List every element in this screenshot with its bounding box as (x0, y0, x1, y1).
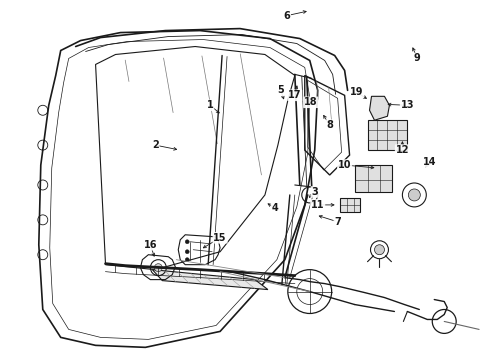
Text: 12: 12 (395, 145, 409, 155)
Text: 5: 5 (277, 85, 284, 95)
Text: 1: 1 (207, 100, 214, 110)
Circle shape (185, 258, 189, 262)
Circle shape (154, 264, 162, 272)
Text: 15: 15 (213, 233, 227, 243)
Text: 4: 4 (271, 203, 278, 213)
Circle shape (408, 189, 420, 201)
Polygon shape (368, 120, 407, 150)
Text: 18: 18 (304, 97, 318, 107)
Text: 7: 7 (334, 217, 341, 227)
Circle shape (185, 240, 189, 244)
Text: 19: 19 (350, 87, 363, 97)
Text: 17: 17 (288, 90, 301, 100)
Text: 3: 3 (311, 187, 318, 197)
Text: 10: 10 (338, 160, 351, 170)
Circle shape (185, 250, 189, 254)
Polygon shape (340, 198, 360, 212)
Text: 13: 13 (401, 100, 414, 110)
Polygon shape (152, 270, 268, 289)
Text: 9: 9 (414, 54, 421, 63)
Text: 8: 8 (326, 120, 333, 130)
Text: 6: 6 (283, 11, 290, 21)
Text: 11: 11 (311, 200, 324, 210)
Text: 2: 2 (152, 140, 159, 150)
Circle shape (374, 245, 385, 255)
Text: 16: 16 (144, 240, 157, 250)
Polygon shape (369, 96, 390, 120)
Polygon shape (355, 165, 392, 192)
Text: 14: 14 (422, 157, 436, 167)
